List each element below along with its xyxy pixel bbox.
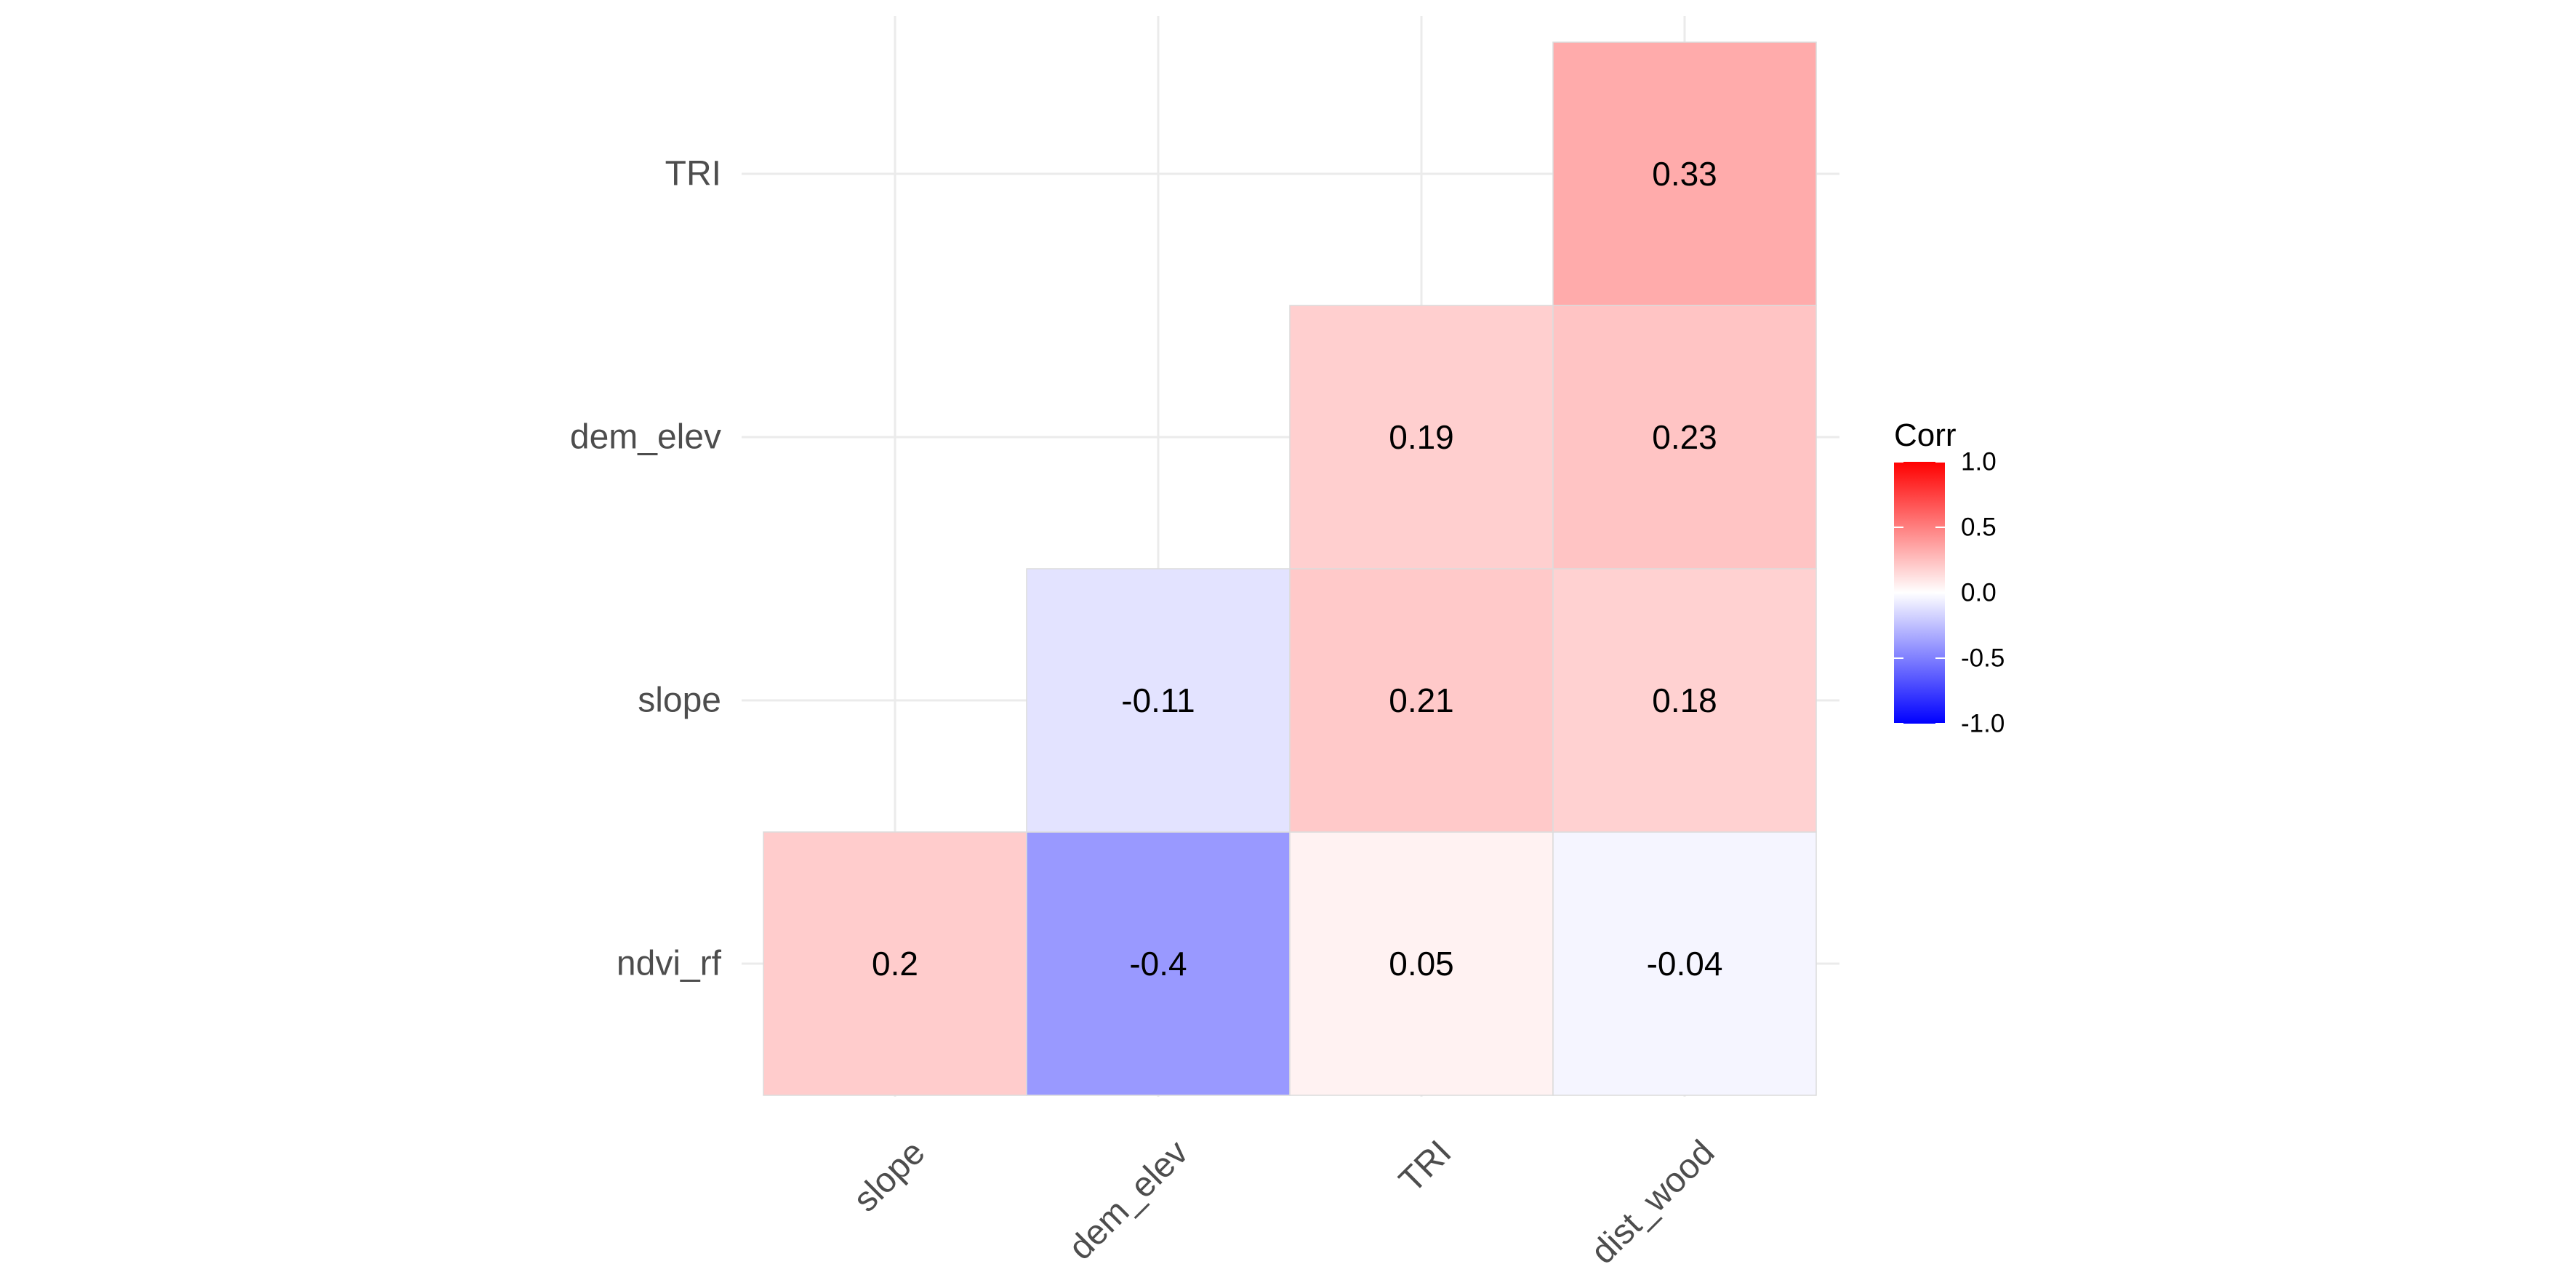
- cell-value-label: 0.18: [1652, 681, 1717, 719]
- heatmap-cell: [1552, 831, 1817, 1096]
- legend: Corr 1.0 0.5 0.0 -0.5 -1.0: [1894, 417, 2005, 738]
- cell-value-label: -0.11: [1121, 681, 1195, 719]
- cell-value-label: -0.4: [1129, 945, 1187, 983]
- cell-value-label: 0.2: [872, 945, 918, 983]
- y-tick-label: dem_elev: [570, 418, 721, 457]
- legend-ticks: 1.0 0.5 0.0 -0.5 -1.0: [1894, 448, 2005, 738]
- y-tick-label: TRI: [665, 155, 721, 193]
- heatmap-cell: [1289, 305, 1554, 569]
- legend-tick-label: 1.0: [1961, 448, 1997, 476]
- x-tick-label: slope: [846, 1133, 933, 1220]
- heatmap-cell: [1289, 831, 1554, 1096]
- heatmap-cell: [1552, 41, 1817, 306]
- heatmap-cells: [763, 41, 1817, 1096]
- legend-tick-label: 0.5: [1961, 513, 1997, 542]
- cell-value-label: -0.04: [1647, 945, 1723, 983]
- x-axis: slope dem_elev TRI dist_wood: [846, 1133, 1722, 1271]
- cell-value-label: 0.23: [1652, 418, 1717, 456]
- cell-value-label: 0.05: [1389, 945, 1454, 983]
- legend-title: Corr: [1894, 417, 1957, 453]
- y-tick-label: slope: [638, 681, 721, 720]
- heatmap-cell: [1552, 305, 1817, 569]
- legend-tick-label: -0.5: [1961, 644, 2005, 673]
- cell-value-label: 0.33: [1652, 155, 1717, 193]
- y-tick-label: ndvi_rf: [617, 945, 722, 983]
- heatmap-cell: [1026, 831, 1291, 1096]
- cell-labels: 0.2 -0.4 0.05 -0.04 -0.11 0.21 0.18 0.19 0.23 0.3…: [872, 155, 1722, 983]
- cell-value-label: 0.21: [1389, 681, 1454, 719]
- x-tick-label: dist_wood: [1584, 1133, 1722, 1271]
- heatmap-cell: [763, 831, 1027, 1096]
- cell-value-label: 0.19: [1389, 418, 1454, 456]
- y-axis: ndvi_rf slope dem_elev TRI: [570, 155, 722, 983]
- x-tick-label: TRI: [1392, 1133, 1458, 1200]
- legend-tick-label: -1.0: [1961, 710, 2005, 738]
- legend-tick-label: 0.0: [1961, 579, 1997, 607]
- heatmap-cell: [1289, 568, 1554, 833]
- x-tick-label: dem_elev: [1062, 1133, 1196, 1268]
